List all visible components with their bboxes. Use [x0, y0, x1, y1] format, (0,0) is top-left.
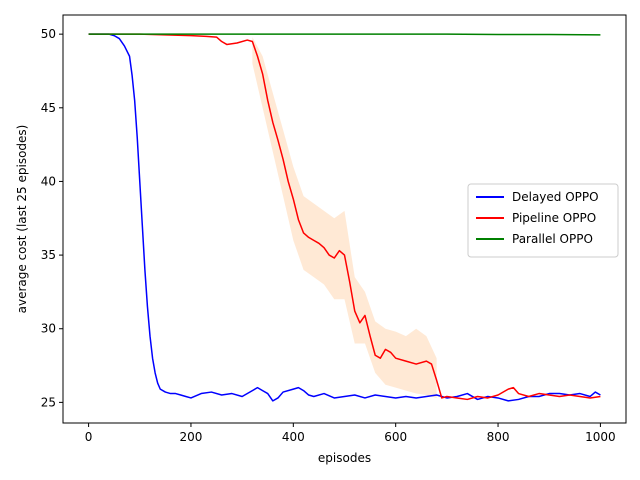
legend-label-delayed-oppo: Delayed OPPO — [512, 190, 599, 204]
x-tick-label: 0 — [85, 430, 93, 444]
y-tick-label: 45 — [41, 101, 56, 115]
x-axis-label: episodes — [318, 451, 371, 465]
confidence-bands — [252, 37, 437, 398]
series-line-pipeline-oppo — [88, 33, 601, 401]
y-tick-label: 35 — [41, 248, 56, 262]
legend-label-parallel-oppo: Parallel OPPO — [512, 232, 593, 246]
legend: Delayed OPPO Pipeline OPPO Parallel OPPO — [467, 183, 619, 258]
x-tick-label: 600 — [384, 430, 407, 444]
x-tick-label: 200 — [180, 430, 203, 444]
y-tick-label: 50 — [41, 27, 56, 41]
x-tick-label: 400 — [282, 430, 305, 444]
x-tick-label: 1000 — [585, 430, 616, 444]
x-tick-label: 800 — [487, 430, 510, 444]
y-tick-label: 25 — [41, 395, 56, 409]
y-axis-label: average cost (last 25 episodes) — [15, 125, 29, 314]
y-tick-label: 30 — [41, 322, 56, 336]
y-axis-ticks: 25 30 35 40 45 50 — [41, 27, 63, 409]
band-0 — [252, 37, 437, 398]
y-tick-label: 40 — [41, 174, 56, 188]
series-line-parallel-oppo — [88, 33, 601, 36]
legend-label-pipeline-oppo: Pipeline OPPO — [512, 211, 596, 225]
plot-frame — [62, 14, 627, 424]
series-lines — [88, 33, 601, 402]
x-axis-ticks: 0 200 400 600 800 1000 — [85, 423, 616, 444]
legend-box — [467, 183, 619, 258]
